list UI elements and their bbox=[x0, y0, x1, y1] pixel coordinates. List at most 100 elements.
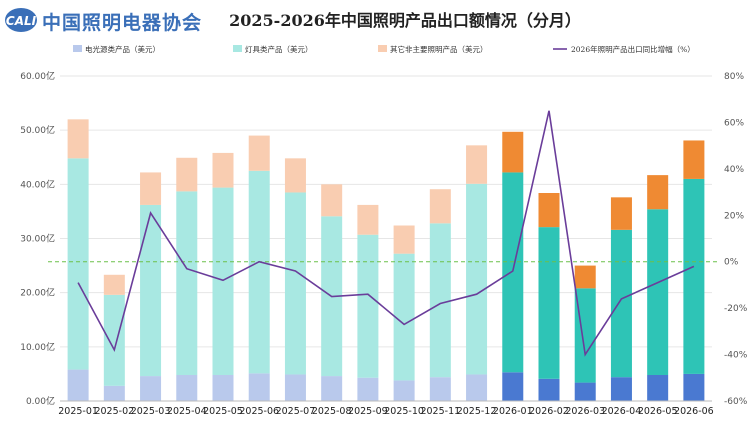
bar-segment bbox=[176, 157, 198, 192]
y-tick-left: 20.00亿 bbox=[20, 287, 55, 299]
x-tick-label: 2026-03 bbox=[565, 406, 605, 417]
bar-segment bbox=[683, 178, 705, 374]
x-tick-label: 2025-07 bbox=[276, 406, 316, 417]
bar-segment bbox=[321, 184, 343, 217]
bar-segment bbox=[176, 191, 198, 375]
bar-segment bbox=[140, 172, 162, 205]
bar-segment bbox=[683, 140, 705, 179]
bar-segment bbox=[393, 380, 415, 401]
bar-segment bbox=[574, 288, 596, 383]
y-tick-right: 80% bbox=[724, 72, 744, 82]
bar-segment bbox=[284, 374, 306, 401]
bar-segment bbox=[357, 204, 379, 235]
y-tick-right: 60% bbox=[724, 118, 744, 128]
x-tick-label: 2025-04 bbox=[167, 406, 207, 417]
bar-segment bbox=[67, 158, 89, 370]
x-tick-label: 2026-05 bbox=[638, 406, 678, 417]
bar-segment bbox=[212, 187, 234, 375]
bar-segment bbox=[103, 385, 125, 401]
bar-segment bbox=[502, 172, 524, 373]
y-tick-left: 60.00亿 bbox=[20, 70, 55, 82]
bar-segment bbox=[103, 294, 125, 386]
legend-label: 电光源类产品（美元） bbox=[85, 44, 160, 54]
x-tick-label: 2025-02 bbox=[94, 406, 134, 417]
bar-segment bbox=[248, 170, 270, 374]
y-tick-right: 40% bbox=[724, 165, 744, 175]
bar-segment bbox=[610, 229, 632, 378]
logo-badge-icon: CALI bbox=[5, 8, 37, 32]
bar-segment bbox=[574, 265, 596, 289]
y-tick-right: -60% bbox=[724, 397, 748, 407]
y-tick-right: 0% bbox=[724, 258, 739, 268]
bar-segment bbox=[212, 375, 234, 401]
bar-segment bbox=[248, 135, 270, 171]
svg-text:CALI: CALI bbox=[6, 14, 37, 28]
x-tick-label: 2025-12 bbox=[457, 406, 497, 417]
x-tick-label: 2025-01 bbox=[58, 406, 98, 417]
legend-label: 2026年照明产品出口同比增幅（%） bbox=[571, 44, 695, 54]
bar-segment bbox=[610, 197, 632, 230]
bar-segment bbox=[140, 376, 162, 401]
legend-swatch bbox=[378, 45, 387, 52]
bar-segment bbox=[466, 183, 488, 375]
bar-segment bbox=[357, 377, 379, 401]
y-tick-left: 40.00亿 bbox=[20, 178, 55, 190]
x-tick-label: 2025-10 bbox=[384, 406, 424, 417]
bar-segment bbox=[284, 158, 306, 193]
bar-segment bbox=[466, 145, 488, 184]
y-tick-left: 30.00亿 bbox=[20, 233, 55, 245]
x-tick-label: 2025-08 bbox=[312, 406, 352, 417]
legend-label: 灯具类产品（美元） bbox=[245, 44, 313, 54]
bar-segment bbox=[212, 152, 234, 188]
bar-segment bbox=[538, 227, 560, 379]
bar-segment bbox=[67, 119, 89, 159]
chart-title: 2025-2026年中国照明产品出口额情况（分月） bbox=[229, 11, 581, 30]
legend-swatch bbox=[73, 45, 82, 52]
growth-line bbox=[77, 110, 695, 357]
bar-segment bbox=[393, 225, 415, 254]
x-tick-label: 2025-09 bbox=[348, 406, 388, 417]
bar-segment bbox=[67, 369, 89, 401]
bar-segment bbox=[466, 374, 488, 401]
bar-segment bbox=[321, 376, 343, 401]
bar-segment bbox=[538, 193, 560, 228]
bar-segment bbox=[538, 378, 560, 401]
y-tick-left: 0.00亿 bbox=[26, 395, 55, 407]
y-tick-right: 20% bbox=[724, 211, 744, 221]
bar-segment bbox=[140, 204, 162, 377]
legend-label: 其它非主要照明产品（美元） bbox=[390, 44, 488, 54]
x-tick-label: 2025-05 bbox=[203, 406, 243, 417]
x-tick-label: 2025-06 bbox=[239, 406, 279, 417]
y-tick-left: 50.00亿 bbox=[20, 124, 55, 136]
bar-segment bbox=[502, 372, 524, 401]
bar-segment bbox=[502, 131, 524, 173]
bar-segment bbox=[429, 377, 451, 401]
x-tick-label: 2025-11 bbox=[420, 406, 460, 417]
bar-segment bbox=[357, 234, 379, 378]
bar-segment bbox=[647, 175, 669, 210]
bar-segment bbox=[610, 377, 632, 401]
bar-segment bbox=[683, 373, 705, 401]
bar-segment bbox=[393, 253, 415, 381]
bar-segment bbox=[429, 223, 451, 378]
y-tick-right: -20% bbox=[724, 304, 748, 314]
y-tick-right: -40% bbox=[724, 351, 748, 361]
bar-segment bbox=[284, 192, 306, 375]
bar-segment bbox=[647, 375, 669, 401]
y-tick-left: 10.00亿 bbox=[20, 341, 55, 353]
logo-text: 中国照明电器协会 bbox=[42, 12, 203, 34]
bar-segment bbox=[647, 209, 669, 375]
x-tick-label: 2026-01 bbox=[493, 406, 533, 417]
x-tick-label: 2026-04 bbox=[602, 406, 642, 417]
bar-segment bbox=[429, 189, 451, 224]
bar-segment bbox=[574, 382, 596, 401]
bar-segment bbox=[103, 274, 125, 295]
x-tick-label: 2025-03 bbox=[131, 406, 171, 417]
bar-segment bbox=[176, 375, 198, 401]
bar-segment bbox=[248, 373, 270, 401]
logo: CALI 中国照明电器协会 bbox=[4, 6, 204, 36]
x-tick-label: 2026-06 bbox=[674, 406, 714, 417]
x-tick-label: 2026-02 bbox=[529, 406, 569, 417]
legend-swatch bbox=[233, 45, 242, 52]
